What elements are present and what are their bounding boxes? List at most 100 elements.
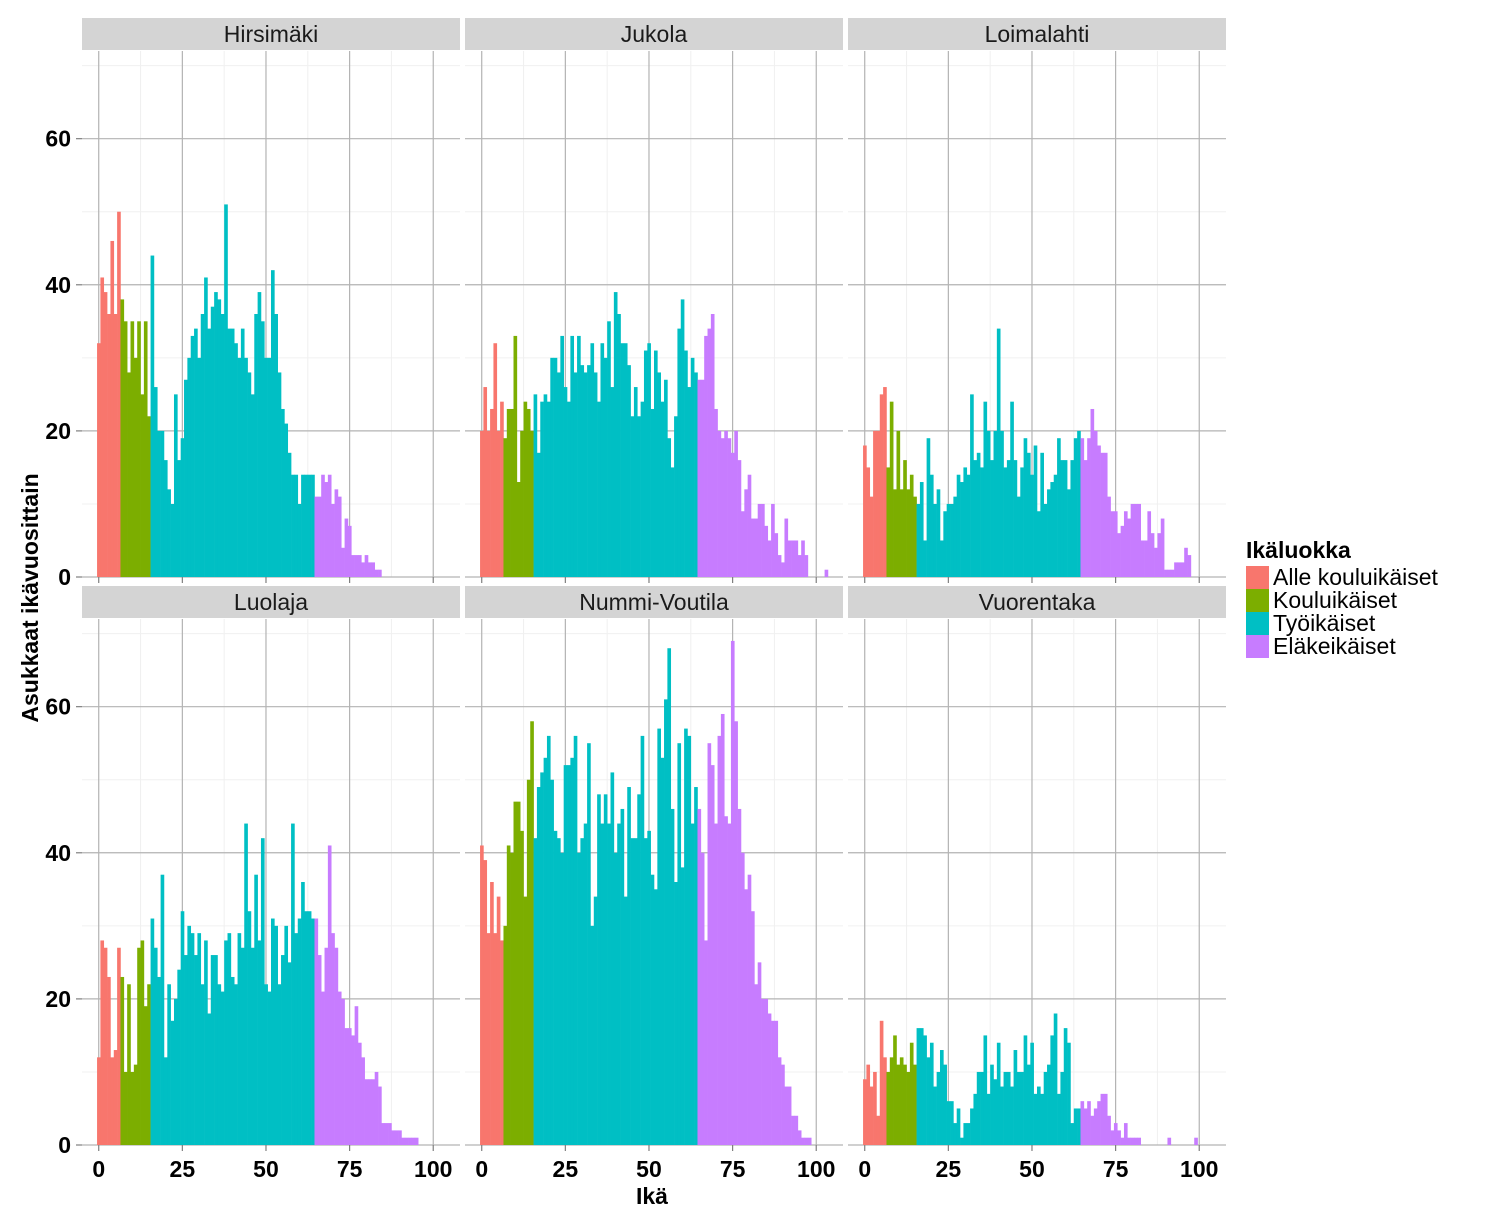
bar [493,343,498,577]
bar [1020,467,1024,577]
bar [670,467,675,577]
bar [173,394,178,577]
bar [254,874,258,1145]
bar [906,489,911,577]
bar [414,1137,419,1145]
bar [307,911,312,1145]
bar [1013,1050,1018,1145]
bar [1000,430,1004,577]
bar [267,357,272,577]
bar [583,823,588,1145]
bar [194,328,198,577]
bar [314,496,319,577]
y-tick-label: 20 [45,986,71,1012]
bar [879,1020,884,1145]
bar [540,401,544,577]
bar [774,533,779,577]
bar [180,911,185,1145]
bar [1060,1071,1065,1145]
bar [597,401,601,577]
bar [976,1071,981,1145]
bar [1026,1064,1031,1145]
bar [1144,540,1148,577]
bar [899,489,904,577]
bar [620,343,625,577]
bar [110,240,115,577]
bar [650,408,655,577]
x-tick-label: 0 [858,1156,871,1182]
bar [570,335,575,577]
bar [371,1079,375,1145]
bar [127,372,131,577]
bar [777,1057,782,1145]
legend-title: Ikäluokka [1246,537,1351,563]
bar [1050,1035,1055,1145]
bar [163,460,168,577]
panel-1: Jukola [465,18,843,578]
y-tick-label: 40 [45,840,71,866]
bar [630,838,635,1145]
bar [204,277,208,577]
bar [1083,1108,1088,1145]
bar [764,525,769,577]
bar [747,474,752,577]
bar [207,328,212,577]
bar [956,474,961,577]
bar [791,1115,795,1145]
bar [899,1057,904,1145]
bar [714,408,718,577]
bar [1050,482,1055,577]
bar [777,555,782,577]
bar [147,416,151,577]
bar [677,743,682,1145]
bar [187,357,192,577]
panel-3: Luolaja [82,586,460,1146]
bar [210,955,215,1145]
bar [946,503,951,577]
bar [341,547,345,577]
bar [913,1064,917,1145]
bar [274,925,278,1145]
bar [607,823,611,1145]
bar [637,416,641,577]
bar [117,947,121,1145]
bar [493,933,498,1145]
legend-swatch [1246,589,1269,612]
bar [577,335,581,577]
bar [744,489,748,577]
bar [909,1042,914,1145]
bar [916,1028,921,1145]
bar [751,911,755,1145]
bar [324,482,329,577]
bar [946,1101,951,1145]
bar [794,1115,799,1145]
legend-swatch [1246,612,1269,635]
bar [697,808,702,1145]
strip-background [848,18,1226,50]
bar [747,874,752,1145]
y-axis-title: Asukkaat ikävuosittain [17,473,43,722]
bar [667,648,672,1145]
bar [341,998,345,1145]
bar [354,1006,359,1145]
bar [1003,1071,1008,1145]
bar [667,438,672,577]
bar [1000,1086,1004,1145]
bar [244,823,248,1145]
bar [677,328,682,577]
bar [943,511,947,577]
bar [307,474,312,577]
bar [401,1137,406,1145]
bar [700,852,705,1145]
bar [876,430,881,577]
bar [177,969,181,1145]
y-tick-label: 20 [45,418,71,444]
bar [797,1130,802,1145]
bar [1180,562,1185,577]
bar [200,984,205,1145]
bar [1077,1108,1081,1145]
bar [374,1071,379,1145]
bar [730,640,735,1145]
bar [217,299,222,577]
bar [567,765,571,1145]
